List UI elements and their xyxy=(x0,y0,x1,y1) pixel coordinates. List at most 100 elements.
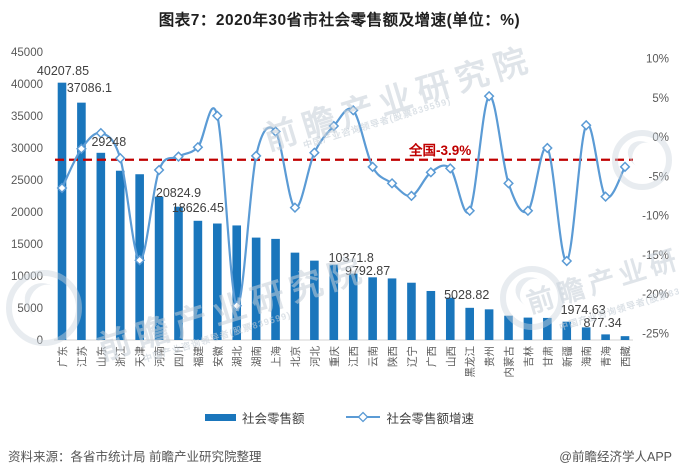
bar-新疆 xyxy=(562,321,572,340)
value-label-江西: 10371.8 xyxy=(329,251,374,265)
bar-吉林 xyxy=(523,317,533,340)
right-axis-tick: 5% xyxy=(652,93,669,105)
marker-山西 xyxy=(444,163,456,174)
bar-江苏 xyxy=(77,102,86,340)
value-label-黑龙江: 5028.82 xyxy=(444,288,489,302)
bar-西藏 xyxy=(620,336,630,340)
marker-河北 xyxy=(309,147,320,159)
left-axis-tick: 20000 xyxy=(11,207,43,219)
x-label-内蒙古: 内蒙古 xyxy=(503,346,516,378)
left-axis-tick: 5000 xyxy=(17,303,43,315)
x-label-湖北: 湖北 xyxy=(232,346,244,367)
chart-title: 图表7：2020年30省市社会零售额及增速(单位：%) xyxy=(158,12,521,29)
marker-重庆 xyxy=(328,120,340,132)
right-axis-tick: -20% xyxy=(642,289,669,301)
marker-河南 xyxy=(153,164,165,176)
left-axis-tick: 10000 xyxy=(11,271,43,283)
bar-广东 xyxy=(57,82,67,340)
marker-贵州 xyxy=(483,90,495,102)
value-label-海南: 1974.63 xyxy=(561,303,606,317)
bar-广西 xyxy=(426,290,436,340)
value-label-福建: 18626.45 xyxy=(172,201,224,215)
bar-陕西 xyxy=(387,278,397,340)
marker-辽宁 xyxy=(406,190,417,202)
marker-江苏 xyxy=(76,143,87,155)
marker-陕西 xyxy=(386,177,398,189)
value-label-广东: 40207.85 xyxy=(37,64,89,78)
right-axis-tick: -10% xyxy=(642,211,669,223)
x-label-贵州: 贵州 xyxy=(483,346,496,367)
bar-北京 xyxy=(290,252,300,340)
right-axis-tick: 0% xyxy=(652,132,669,144)
marker-上海 xyxy=(270,126,281,137)
x-label-四川: 四川 xyxy=(173,346,185,367)
marker-广东 xyxy=(56,182,68,194)
app-credit: @前瞻经济学人APP xyxy=(559,450,672,464)
bar-河南 xyxy=(154,196,164,340)
marker-四川 xyxy=(173,151,184,162)
bar-上海 xyxy=(271,238,280,340)
legend-item-retail: 社会零售额 xyxy=(204,408,305,427)
bar-series-swatch-icon xyxy=(204,413,236,421)
marker-云南 xyxy=(367,161,378,173)
left-axis-tick: 40000 xyxy=(11,79,43,91)
x-label-江西: 江西 xyxy=(348,346,360,367)
value-label-四川: 20824.9 xyxy=(156,186,201,200)
legend: 社会零售额 社会零售额增速 xyxy=(0,407,679,427)
left-axis-tick: 15000 xyxy=(11,239,43,251)
left-axis-tick: 45000 xyxy=(11,47,43,59)
bar-青海 xyxy=(601,334,610,340)
x-label-黑龙江: 黑龙江 xyxy=(464,346,477,378)
bar-江西 xyxy=(348,273,358,340)
x-label-新疆: 新疆 xyxy=(561,346,574,367)
left-axis-tick: 0 xyxy=(37,335,43,347)
x-label-广东: 广东 xyxy=(56,346,69,367)
x-label-吉林: 吉林 xyxy=(522,346,535,367)
x-label-安徽: 安徽 xyxy=(211,346,224,367)
bar-云南 xyxy=(368,277,377,340)
x-label-河南: 河南 xyxy=(153,346,166,367)
growth-line xyxy=(61,95,626,307)
bar-四川 xyxy=(174,206,183,340)
marker-湖北 xyxy=(231,300,243,312)
marker-海南 xyxy=(580,119,592,131)
value-label-云南: 9792.87 xyxy=(345,264,390,278)
x-label-福建: 福建 xyxy=(192,346,205,367)
bar-山西 xyxy=(445,297,455,340)
marker-西藏 xyxy=(619,161,631,173)
marker-湖南 xyxy=(250,150,262,162)
x-label-河北: 河北 xyxy=(309,346,321,367)
bar-湖南 xyxy=(251,237,261,340)
marker-北京 xyxy=(289,202,301,214)
bar-海南 xyxy=(581,327,591,340)
marker-青海 xyxy=(600,191,611,203)
marker-内蒙古 xyxy=(503,177,514,189)
x-label-海南: 海南 xyxy=(580,346,593,367)
x-label-甘肃: 甘肃 xyxy=(541,346,554,367)
marker-吉林 xyxy=(522,205,534,217)
x-label-辽宁: 辽宁 xyxy=(405,346,418,367)
right-axis-tick: -15% xyxy=(642,250,669,262)
bar-内蒙古 xyxy=(504,315,513,340)
bar-辽宁 xyxy=(407,282,416,340)
x-label-浙江: 浙江 xyxy=(115,346,127,367)
bar-黑龙江 xyxy=(465,307,474,340)
bar-安徽 xyxy=(213,223,222,340)
bar-贵州 xyxy=(484,309,494,340)
bar-甘肃 xyxy=(543,317,552,340)
combo-chart-canvas: 45000 40000 35000 30000 25000 20000 15000 10000… xyxy=(11,47,669,378)
value-label-青海: 877.34 xyxy=(583,316,621,330)
legend-item-growth: 社会零售额增速 xyxy=(345,408,474,427)
marker-黑龙江 xyxy=(464,205,476,217)
x-label-广西: 广西 xyxy=(426,346,438,367)
right-axis-tick: -5% xyxy=(649,171,669,183)
marker-江西 xyxy=(347,104,359,116)
bar-河北 xyxy=(310,260,319,340)
marker-广西 xyxy=(425,166,437,178)
marker-山东 xyxy=(95,127,107,139)
footer: 资料来源：各省市统计局 前瞻产业研究院整理 @前瞻经济学人APP xyxy=(0,446,679,465)
x-label-上海: 上海 xyxy=(270,346,283,367)
line-series-swatch-icon xyxy=(345,411,380,423)
source-note: 资料来源：各省市统计局 前瞻产业研究院整理 xyxy=(8,450,262,464)
x-label-陕西: 陕西 xyxy=(386,346,399,367)
